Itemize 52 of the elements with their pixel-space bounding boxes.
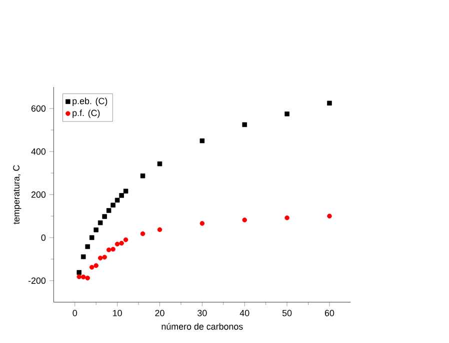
point bbox=[89, 264, 94, 270]
point bbox=[242, 218, 247, 222]
point bbox=[106, 247, 112, 252]
point bbox=[157, 161, 162, 166]
x-axis-title: número de carbonos bbox=[162, 322, 243, 330]
point bbox=[80, 274, 86, 280]
point bbox=[200, 220, 205, 226]
x-tick-label: 50 bbox=[282, 310, 292, 316]
point bbox=[119, 193, 124, 198]
point bbox=[110, 246, 116, 252]
y-tick-label: 600 bbox=[31, 105, 46, 112]
y-tick-label: 200 bbox=[31, 191, 46, 198]
point bbox=[200, 138, 205, 144]
point bbox=[110, 202, 116, 208]
point bbox=[76, 274, 82, 280]
point bbox=[106, 208, 112, 213]
x-tick-label: 40 bbox=[240, 310, 250, 316]
point bbox=[102, 254, 107, 260]
x-tick-label: 60 bbox=[324, 310, 334, 316]
legend-label: p.f. (C) bbox=[72, 110, 100, 118]
point bbox=[98, 220, 103, 226]
point bbox=[94, 263, 98, 268]
point bbox=[102, 214, 107, 219]
point bbox=[242, 122, 247, 127]
legend-label: p.eb. (C) bbox=[72, 98, 108, 106]
y-tick-label: 0 bbox=[41, 234, 46, 241]
point bbox=[123, 237, 128, 242]
x-tick-label: 30 bbox=[198, 310, 207, 316]
x-tick-label: 0 bbox=[72, 310, 78, 316]
point bbox=[284, 215, 290, 220]
point bbox=[85, 276, 90, 280]
point bbox=[76, 270, 82, 275]
point bbox=[114, 242, 120, 246]
point bbox=[284, 111, 290, 116]
point bbox=[85, 244, 90, 249]
point bbox=[114, 198, 120, 203]
point bbox=[140, 173, 146, 178]
x-tick-label: 20 bbox=[155, 310, 164, 316]
x-tick-label: 10 bbox=[113, 310, 122, 316]
point bbox=[123, 188, 128, 194]
point bbox=[327, 214, 332, 218]
point bbox=[94, 227, 98, 232]
point bbox=[119, 240, 124, 246]
point bbox=[98, 256, 103, 260]
point bbox=[80, 254, 86, 260]
y-axis-title: temperatura, C bbox=[13, 165, 22, 224]
point bbox=[327, 100, 332, 106]
y-tick-label: -200 bbox=[28, 277, 46, 284]
point bbox=[89, 235, 94, 240]
point bbox=[157, 227, 162, 232]
point bbox=[140, 231, 146, 236]
y-tick-label: 400 bbox=[31, 148, 46, 155]
